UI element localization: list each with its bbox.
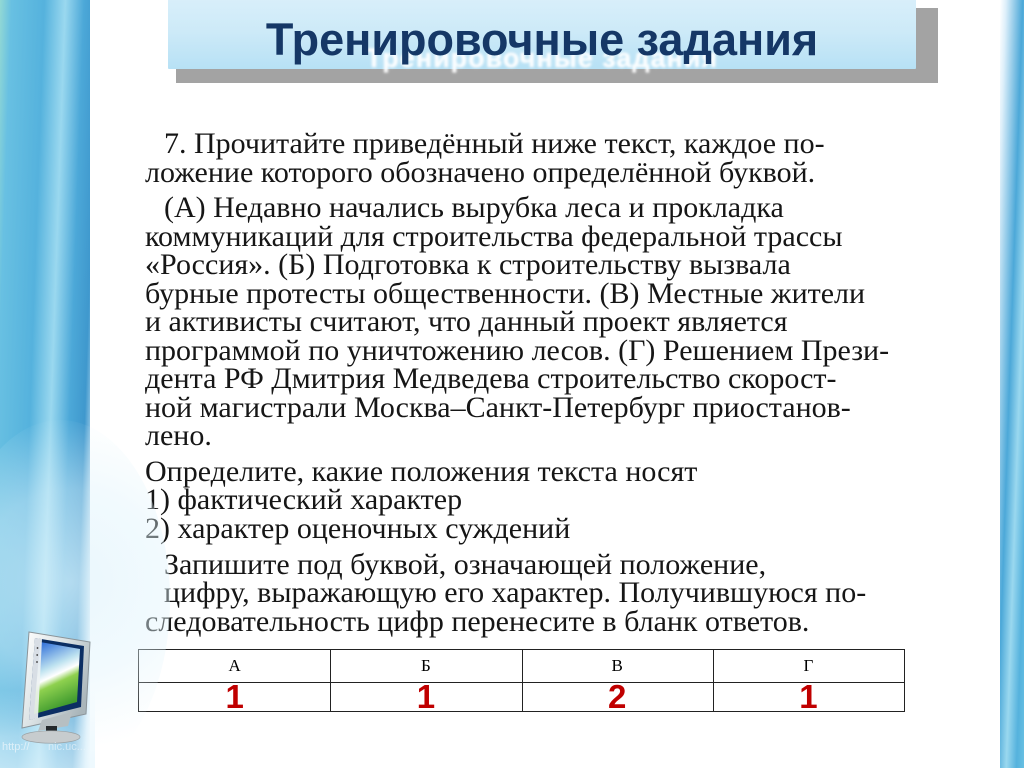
svg-text:nic.uc...: nic.uc...	[48, 741, 86, 753]
svg-text:http://: http://	[2, 741, 30, 753]
